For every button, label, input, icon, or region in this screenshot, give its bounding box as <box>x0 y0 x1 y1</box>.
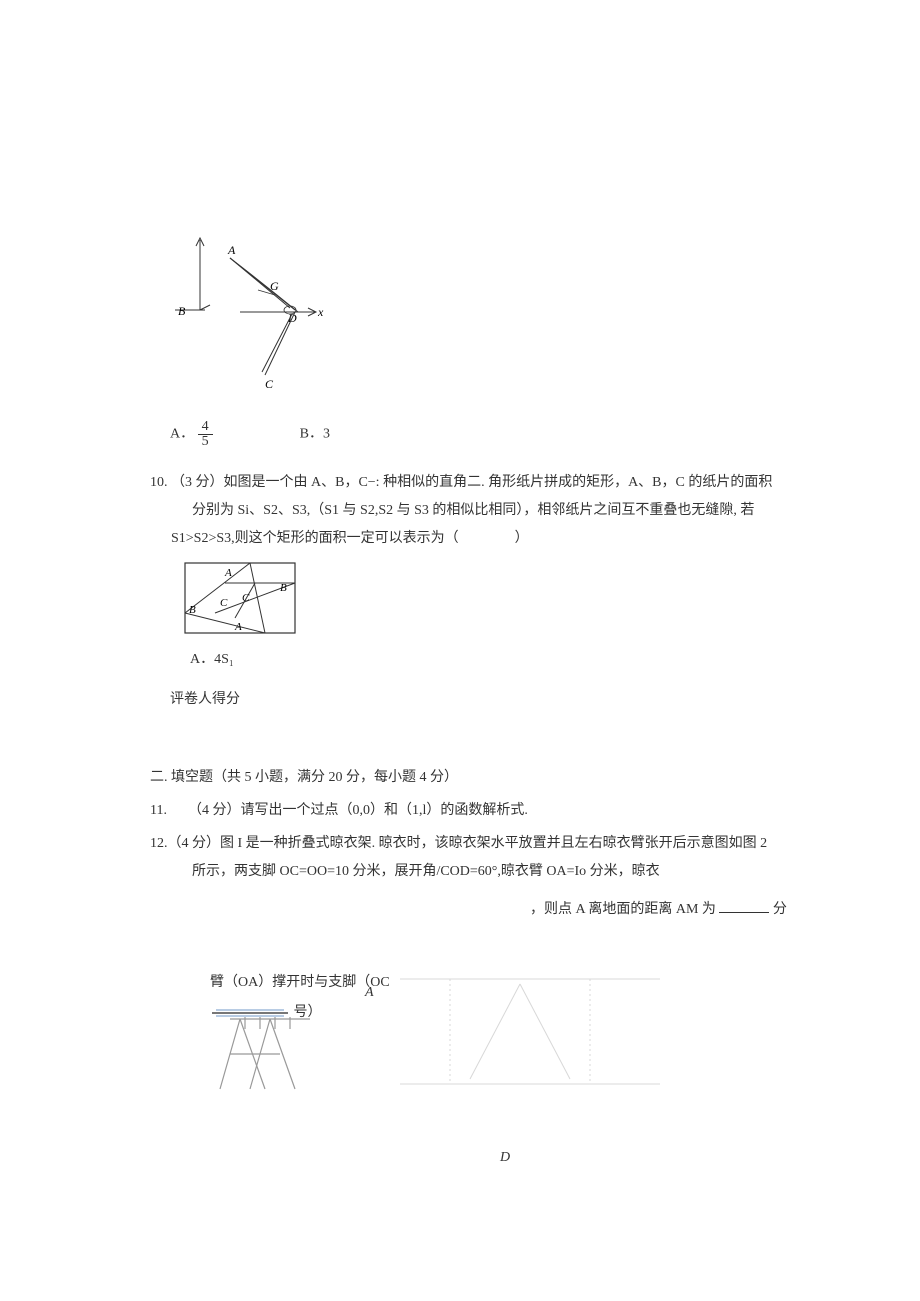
q11-container: 11. （4 分）请写出一个过点（0,0）和（1,l）的函数解析式. <box>150 797 790 825</box>
q9-label-A: A <box>227 243 236 257</box>
svg-text:B: B <box>280 582 287 594</box>
q12-label-A: A <box>365 979 374 1007</box>
svg-text:B: B <box>189 604 196 616</box>
q12-blank <box>719 899 769 913</box>
svg-text:C: C <box>242 592 250 604</box>
q9-label-G: G <box>270 279 279 293</box>
q10-figure: A A B B C C <box>180 558 300 638</box>
q11-points: （4 分） <box>188 803 241 818</box>
q10-text1: 如图是一个由 A、B，C−: 种相似的直角二. 角形纸片拼成的矩形，A、B，C … <box>224 475 773 490</box>
q10-container: 10. （3 分）如图是一个由 A、B，C−: 种相似的直角二. 角形纸片拼成的… <box>150 469 790 714</box>
q11-number: 11. <box>150 803 167 818</box>
q9-option-A-fraction: 4 5 <box>198 420 213 449</box>
q10-text3: S1>S2>S3,则这个矩形的面积一定可以表示为（ ） <box>150 525 790 553</box>
q10-points: （3 分） <box>171 475 224 490</box>
grader-label: 评卷人得分 <box>170 686 790 714</box>
q12-cont-end: 分 <box>773 902 787 917</box>
q10-text2: 分别为 Si、S2、S3,（S1 与 S2,S2 与 S3 的相似比相同），相邻… <box>150 497 790 525</box>
svg-text:A: A <box>234 621 242 633</box>
q9-label-B: B <box>178 304 186 318</box>
section2-title: 二. 填空题（共 5 小题，满分 20 分，每小题 4 分） <box>150 764 790 792</box>
q10-number: 10. <box>150 475 168 490</box>
q12-number: 12. <box>150 836 168 851</box>
q12-continuation: ，则点 A 离地面的距离 AM 为 分 <box>530 896 790 924</box>
q12-rack-sketch <box>210 1009 350 1109</box>
q12-label-D: D <box>500 1144 510 1172</box>
q12-schematic <box>390 954 670 1124</box>
q12-figure: 臂（OA）撑开时与支脚（OC A 号） <box>210 954 810 1104</box>
q9-option-B: B．3 <box>300 427 330 442</box>
q12-points: （4 分） <box>168 836 221 851</box>
q9-figure: B A G D x C <box>170 230 370 410</box>
q12-container: 12.（4 分）图 I 是一种折叠式晾衣架. 晾衣时，该晾衣架水平放置并且左右晾… <box>150 830 790 1104</box>
q12-arm-text: 臂（OA）撑开时与支脚（OC A <box>210 969 390 997</box>
q12-text2: 所示，两支脚 OC=OO=10 分米，展开角/COD=60°,晾衣臂 OA=Io… <box>150 858 790 886</box>
svg-text:A: A <box>224 567 232 579</box>
svg-text:C: C <box>220 597 228 609</box>
q12-cont-text: ，则点 A 离地面的距离 AM 为 <box>530 902 716 917</box>
q9-options: A． 4 5 B．3 <box>170 420 790 449</box>
q12-text1: 图 I 是一种折叠式晾衣架. 晾衣时，该晾衣架水平放置并且左右晾衣臂张开后示意图… <box>220 836 767 851</box>
q11-text: 请写出一个过点（0,0）和（1,l）的函数解析式. <box>240 803 527 818</box>
q10-option-A: A．4S₁ <box>190 646 790 674</box>
q9-label-x: x <box>317 305 324 319</box>
q9-option-A-label: A． <box>170 427 194 442</box>
q9-label-C: C <box>265 377 274 391</box>
